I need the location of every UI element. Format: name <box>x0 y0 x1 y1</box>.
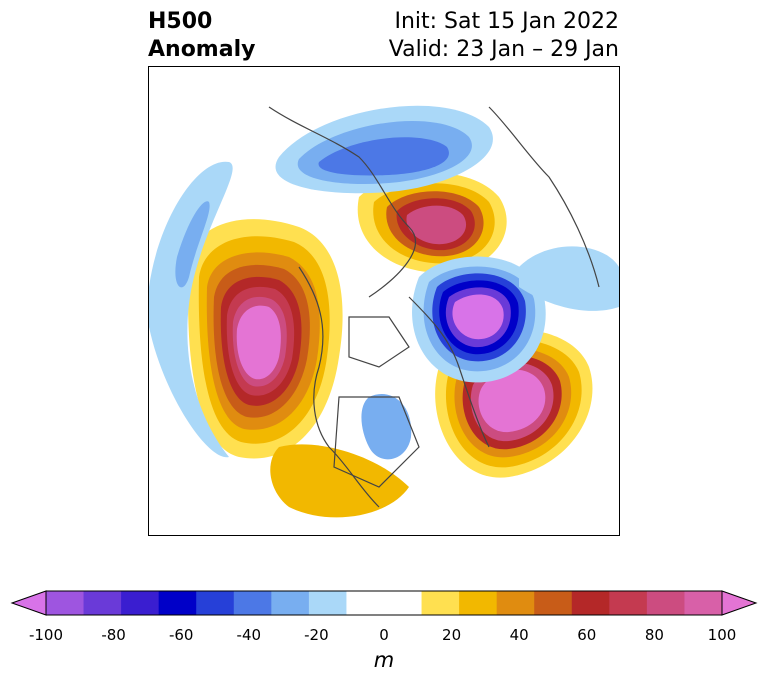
coastlines <box>268 106 600 508</box>
colorbar-cell <box>534 591 573 615</box>
colorbar-cell <box>121 591 160 615</box>
anomaly-map <box>148 66 620 536</box>
colorbar-tick-label: -40 <box>236 626 262 644</box>
title-field: Anomaly <box>148 37 256 62</box>
colorbar-tick-label: -100 <box>28 626 64 644</box>
colorbar-cell <box>421 591 460 615</box>
colorbar-cell <box>196 591 235 615</box>
valid-period: Valid: 23 Jan – 29 Jan <box>388 37 619 62</box>
colorbar-cell <box>233 591 272 615</box>
east-cold <box>519 246 619 311</box>
colorbar-cell <box>496 591 535 615</box>
south-warm <box>270 444 409 518</box>
northern-trough <box>275 105 493 194</box>
colorbar-cell <box>684 591 723 615</box>
colorbar-tick-label: -80 <box>101 626 126 644</box>
colorbar-tick-label: -20 <box>304 626 329 644</box>
colorbar-cell <box>646 591 685 615</box>
colorbar-cell <box>384 591 423 615</box>
colorbar-tick-label: -60 <box>168 626 194 644</box>
colorbar-tick-label: 40 <box>509 626 529 644</box>
title-right: Init: Sat 15 Jan 2022 Valid: 23 Jan – 29… <box>389 8 619 64</box>
colorbar-cell <box>571 591 610 615</box>
colorbar <box>10 590 758 616</box>
colorbar-cell <box>271 591 310 615</box>
colorbar-outline <box>45 590 723 616</box>
init-time: Init: Sat 15 Jan 2022 <box>394 9 619 34</box>
colorbar-cell <box>158 591 197 615</box>
colorbar-cell <box>346 591 385 615</box>
colorbar-tick-label: 20 <box>442 626 462 644</box>
colorbar-cell <box>83 591 122 615</box>
title-variable: H500 <box>148 9 213 34</box>
colorbar-cell <box>308 591 347 615</box>
na-cold <box>361 393 412 460</box>
title-left: H500 Anomaly <box>148 8 255 64</box>
colorbar-cell <box>459 591 498 615</box>
colorbar-cell <box>609 591 648 615</box>
west-cold-arc <box>149 161 233 458</box>
colorbar-max-arrow <box>721 590 758 616</box>
colorbar-tick-label: 60 <box>577 626 597 644</box>
map-canvas <box>149 105 619 518</box>
west-ridge <box>188 219 343 459</box>
colorbar-tick-label: 80 <box>644 626 664 644</box>
colorbar-tick-label: 0 <box>379 626 389 644</box>
colorbar-tick-label: 100 <box>707 626 737 644</box>
north-ridge <box>357 172 507 273</box>
colorbar-ticks: -100 -80 -60 -40 -20 0 20 40 60 80 100 <box>0 626 768 646</box>
central-trough <box>412 256 546 383</box>
colorbar-min-arrow <box>10 590 47 616</box>
colorbar-cell <box>46 591 85 615</box>
colorbar-unit: m <box>373 648 395 672</box>
